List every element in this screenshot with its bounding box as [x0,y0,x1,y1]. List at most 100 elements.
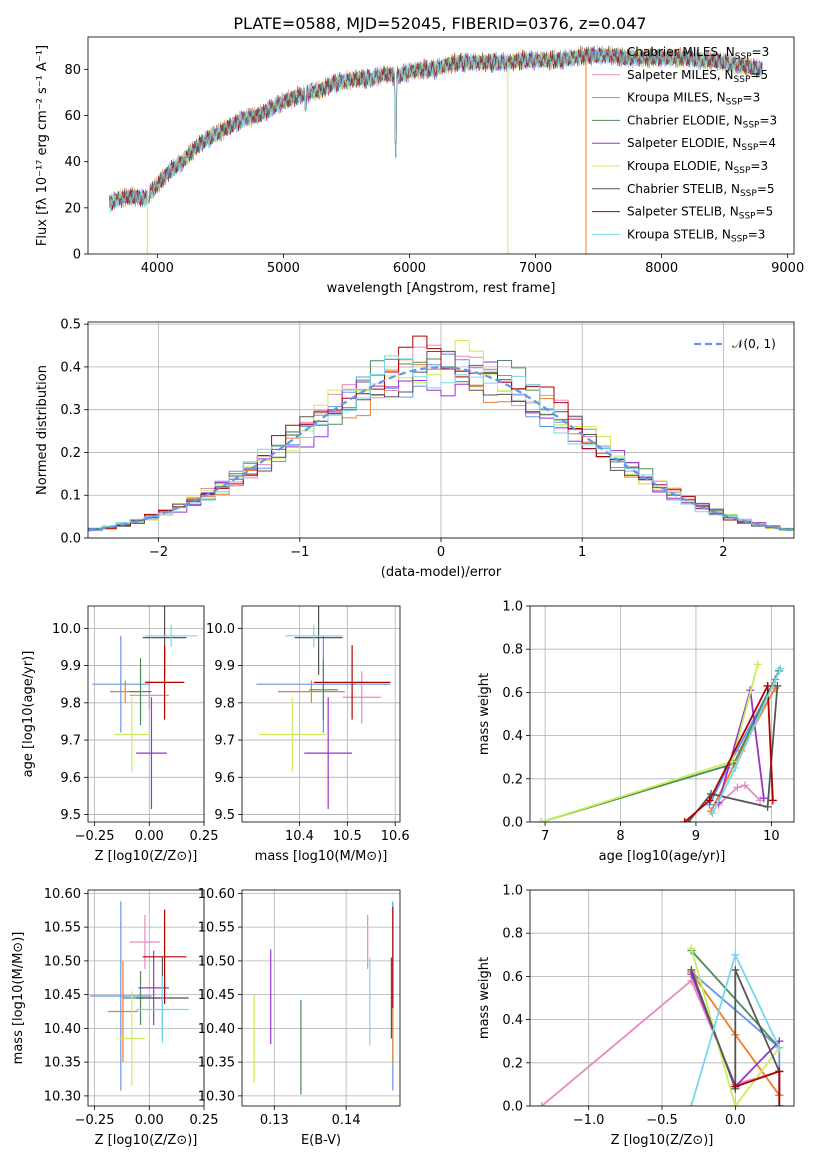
x-axis-label: Z [log10(Z/Z⊙)] [95,1133,198,1148]
weight-marker [773,681,782,690]
weight-line-7 [684,682,774,822]
y-tick-label: 0.8 [502,643,523,658]
weight-marker [775,1067,784,1076]
weight-marker [705,796,714,805]
weight-marker [708,809,717,818]
x-tick-label: 7000 [519,261,552,276]
legend-subscript: SSP [734,75,751,85]
x-axis-label: Z [log10(Z/Z⊙)] [611,1133,714,1148]
legend-text: Kroupa MILES, N [627,91,726,105]
plot-area [256,606,391,809]
legend-subscript: SSP [726,98,743,108]
x-tick-label: 0.25 [190,829,219,844]
y-tick-label: 0.2 [502,772,523,787]
x-tick-label: −2 [149,545,168,560]
y-tick-label: 1.0 [502,884,523,899]
mass-age-panel: 10.4 10.5 10.6 9.5 9.6 9.7 9.8 9.9 10.0 mass [log… [206,605,410,864]
weight-marker [763,681,772,690]
grid [530,889,794,1107]
legend-text: =3 [743,91,761,105]
legend-subscript: SSP [741,143,758,153]
y-tick-label: 10.35 [44,1056,81,1071]
y-axis-label: age [log10(age/yr)] [21,651,36,778]
y-tick-label: 0.6 [502,970,523,985]
legend-entry: Salpeter MILES, NSSP=5 [627,68,768,85]
spectrum-line-8 [109,45,763,214]
histogram-series-8 [88,355,794,531]
legend-subscript: SSP [731,234,748,244]
axes-frame [87,321,795,539]
y-tick-label: 0.3 [60,403,81,418]
y-tick-label: 10.30 [44,1089,81,1104]
x-tick-label: −0.5 [646,1113,678,1128]
legend-text: =5 [750,68,768,82]
x-tick-label: −0.25 [75,1113,115,1128]
y-tick-label: 10.40 [44,1022,81,1037]
x-tick-label: 1 [578,545,586,560]
y-tick-label: 0.8 [502,927,523,942]
z-weight-panel: −1.0 −0.5 0.0 0.0 0.2 0.4 0.6 0.8 1.0 Z [log10(Z/… [477,884,795,1148]
x-axis-label: mass [log10(M/M⊙)] [255,849,388,864]
plot-area [537,660,785,822]
plot-area [90,901,189,1091]
weight-marker [731,1082,740,1091]
y-tick-label: 10.40 [198,1022,235,1037]
legend-text: =3 [748,227,766,241]
legend-text: Kroupa ELODIE, N [627,159,734,173]
normal-legend-label: 𝒩(0, 1) [732,337,776,351]
axes-frame [241,889,401,1107]
y-tick-label: 9.8 [60,696,81,711]
x-tick-label: 8000 [645,261,678,276]
y-tick-label: 10.60 [44,887,81,902]
y-tick-label: 9.8 [214,696,235,711]
legend-text: Chabrier MILES, N [627,45,735,59]
y-tick-label: 10.30 [198,1089,235,1104]
y-tick-label: 0.0 [60,532,81,547]
y-tick-label: 10.50 [198,954,235,969]
x-tick-label: 0 [437,545,445,560]
x-tick-label: 8 [616,829,624,844]
y-tick-label: 9.9 [60,659,81,674]
y-tick-label: 0.4 [502,729,523,744]
y-tick-label: 10.35 [198,1056,235,1071]
legend-entry: Kroupa STELIB, NSSP=3 [627,227,765,244]
legend-subscript: SSP [740,189,757,199]
y-tick-label: 10.0 [52,622,81,637]
x-axis-label: age [log10(age/yr)] [599,849,726,864]
weight-marker [733,783,742,792]
histogram-series-4 [88,361,794,531]
legend-subscript: SSP [735,52,752,62]
normal-curve [88,366,792,532]
axes-frame [87,889,205,1107]
age-weight-panel: 7 8 9 10 0.0 0.2 0.4 0.6 0.8 1.0 age [log10(age/yr… [477,600,795,864]
y-tick-label: 0.0 [502,1100,523,1115]
legend-entry: Chabrier STELIB, NSSP=5 [627,182,775,199]
x-tick-label: 10 [763,829,780,844]
weight-marker [680,818,689,822]
y-tick-label: 9.5 [214,808,235,823]
weight-marker [731,1102,740,1106]
y-axis-label: mass weight [477,957,492,1039]
y-tick-label: 9.7 [60,734,81,749]
x-tick-label: 4000 [141,261,174,276]
y-tick-label: 0.4 [60,360,81,375]
figure-title: PLATE=0588, MJD=52045, FIBERID=0376, z=0… [233,14,646,33]
plot-area [253,901,394,1095]
legend-entry: Chabrier MILES, NSSP=3 [627,45,769,62]
y-tick-label: 10.45 [44,988,81,1003]
x-axis-label: (data-model)/error [381,565,502,580]
legend-text: Salpeter ELODIE, N [627,136,741,150]
x-tick-label: 0.0 [725,1113,746,1128]
y-tick-label: 9.7 [214,734,235,749]
y-tick-label: 9.9 [214,659,235,674]
legend-entry: Salpeter ELODIE, NSSP=4 [627,136,776,153]
y-axis-label: Normed distribution [35,365,50,495]
y-axis-label: Flux [fλ 10⁻¹⁷ erg cm⁻² s⁻¹ A⁻¹] [35,45,50,246]
y-tick-label: 0.5 [60,318,81,333]
y-tick-label: 80 [64,63,81,78]
weight-marker [768,796,777,805]
axes-frame [87,605,205,823]
weight-marker [687,944,696,953]
legend-text: =5 [756,205,774,219]
